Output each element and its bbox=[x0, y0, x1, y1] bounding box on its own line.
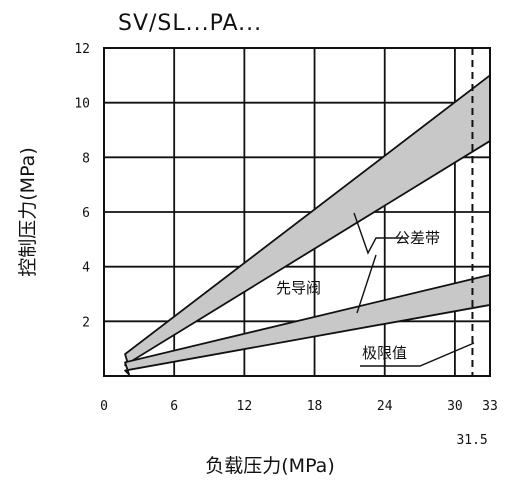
chart-title: SV/SL...PA... bbox=[118, 11, 262, 36]
x-tick-label: 33 bbox=[482, 399, 498, 414]
x-tick-label: 0 bbox=[100, 399, 108, 414]
y-tick-label: 8 bbox=[82, 151, 90, 166]
y-tick-label: 6 bbox=[82, 206, 90, 221]
x-tick-label: 30 bbox=[447, 399, 463, 414]
limit-value-leader bbox=[360, 342, 475, 367]
plot-frame bbox=[103, 47, 491, 377]
y-tick-label: 2 bbox=[82, 315, 90, 330]
y-tick-label: 4 bbox=[82, 261, 90, 276]
y-tick-label: 12 bbox=[74, 42, 90, 57]
y-tick-label: 10 bbox=[74, 97, 90, 112]
pilot-valve-leader bbox=[356, 254, 377, 314]
tolerance-band-leader bbox=[353, 212, 408, 255]
reference-tick-label: 31.5 bbox=[456, 433, 487, 448]
x-tick-label: 18 bbox=[307, 399, 323, 414]
annotation-leaders bbox=[353, 212, 475, 367]
x-tick-label: 12 bbox=[237, 399, 253, 414]
pilot-valve-label: 先导阀 bbox=[276, 279, 321, 297]
tolerance-bands bbox=[124, 74, 491, 376]
x-tick-label: 24 bbox=[377, 399, 393, 414]
limit-value-label: 极限值 bbox=[362, 344, 407, 362]
tolerance-band-label: 公差带 bbox=[395, 229, 440, 247]
x-tick-label: 6 bbox=[170, 399, 178, 414]
y-axis-label: 控制压力(MPa) bbox=[17, 147, 39, 276]
x-axis-label: 负载压力(MPa) bbox=[205, 455, 334, 477]
